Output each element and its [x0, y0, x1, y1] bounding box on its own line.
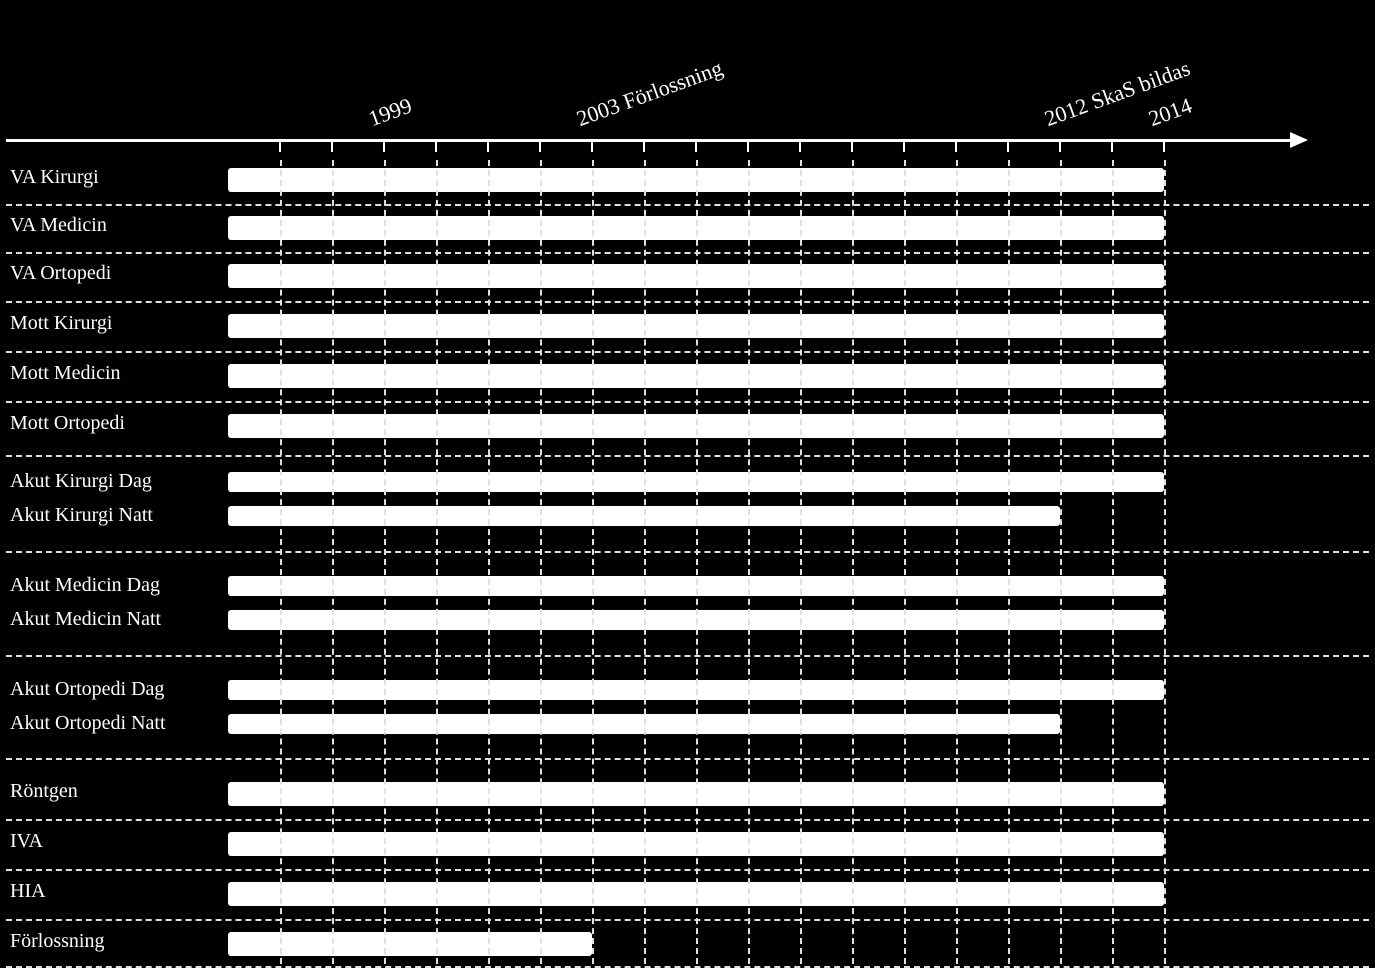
year-divider — [280, 160, 282, 964]
row-label: Mott Kirurgi — [10, 312, 112, 335]
row-label: Akut Kirurgi Natt — [10, 504, 153, 527]
axis-tick — [1007, 140, 1009, 152]
row-label: VA Ortopedi — [10, 262, 111, 285]
year-divider — [488, 160, 490, 964]
row-label: VA Kirurgi — [10, 166, 99, 189]
axis-tick — [383, 140, 385, 152]
year-divider — [644, 160, 646, 964]
axis-tick — [955, 140, 957, 152]
axis-tick — [279, 140, 281, 152]
timeline-axis — [6, 139, 1290, 142]
year-divider — [748, 160, 750, 964]
axis-tick — [851, 140, 853, 152]
year-divider — [540, 160, 542, 964]
year-divider — [384, 160, 386, 964]
arrow-right-icon — [1290, 132, 1308, 148]
row-label: Akut Ortopedi Dag — [10, 678, 164, 701]
year-divider — [592, 160, 594, 964]
axis-tick — [435, 140, 437, 152]
axis-tick — [1111, 140, 1113, 152]
axis-tick — [799, 140, 801, 152]
axis-tick — [903, 140, 905, 152]
year-divider — [436, 160, 438, 964]
row-label: Röntgen — [10, 780, 78, 803]
row-label: Mott Ortopedi — [10, 412, 125, 435]
axis-tick — [591, 140, 593, 152]
year-divider — [904, 160, 906, 964]
row-label: Mott Medicin — [10, 362, 121, 385]
row-label: HIA — [10, 880, 46, 903]
year-divider — [1060, 160, 1062, 964]
axis-tick — [1059, 140, 1061, 152]
row-label: VA Medicin — [10, 214, 107, 237]
axis-tick — [643, 140, 645, 152]
timeline-gantt-chart: 19992003 Förlossning2012 SkaS bildas2014… — [0, 0, 1375, 967]
year-divider — [332, 160, 334, 964]
gantt-bar — [228, 932, 592, 956]
row-label: Akut Medicin Natt — [10, 608, 161, 631]
year-divider — [1112, 160, 1114, 964]
axis-tick — [539, 140, 541, 152]
row-label: Akut Ortopedi Natt — [10, 712, 166, 735]
row-label: Förlossning — [10, 930, 104, 953]
year-divider — [852, 160, 854, 964]
axis-tick — [747, 140, 749, 152]
row-label: Akut Medicin Dag — [10, 574, 160, 597]
row-label: Akut Kirurgi Dag — [10, 470, 152, 493]
year-divider — [956, 160, 958, 964]
milestone-label: 2003 Förlossning — [573, 55, 726, 132]
axis-tick — [331, 140, 333, 152]
milestone-label: 1999 — [365, 93, 415, 132]
axis-tick — [695, 140, 697, 152]
row-label: IVA — [10, 830, 43, 853]
year-divider — [696, 160, 698, 964]
axis-tick — [487, 140, 489, 152]
year-divider — [800, 160, 802, 964]
year-divider — [1164, 160, 1166, 964]
milestone-label: 2014 — [1145, 93, 1195, 132]
year-divider — [1008, 160, 1010, 964]
axis-tick — [1163, 140, 1165, 152]
